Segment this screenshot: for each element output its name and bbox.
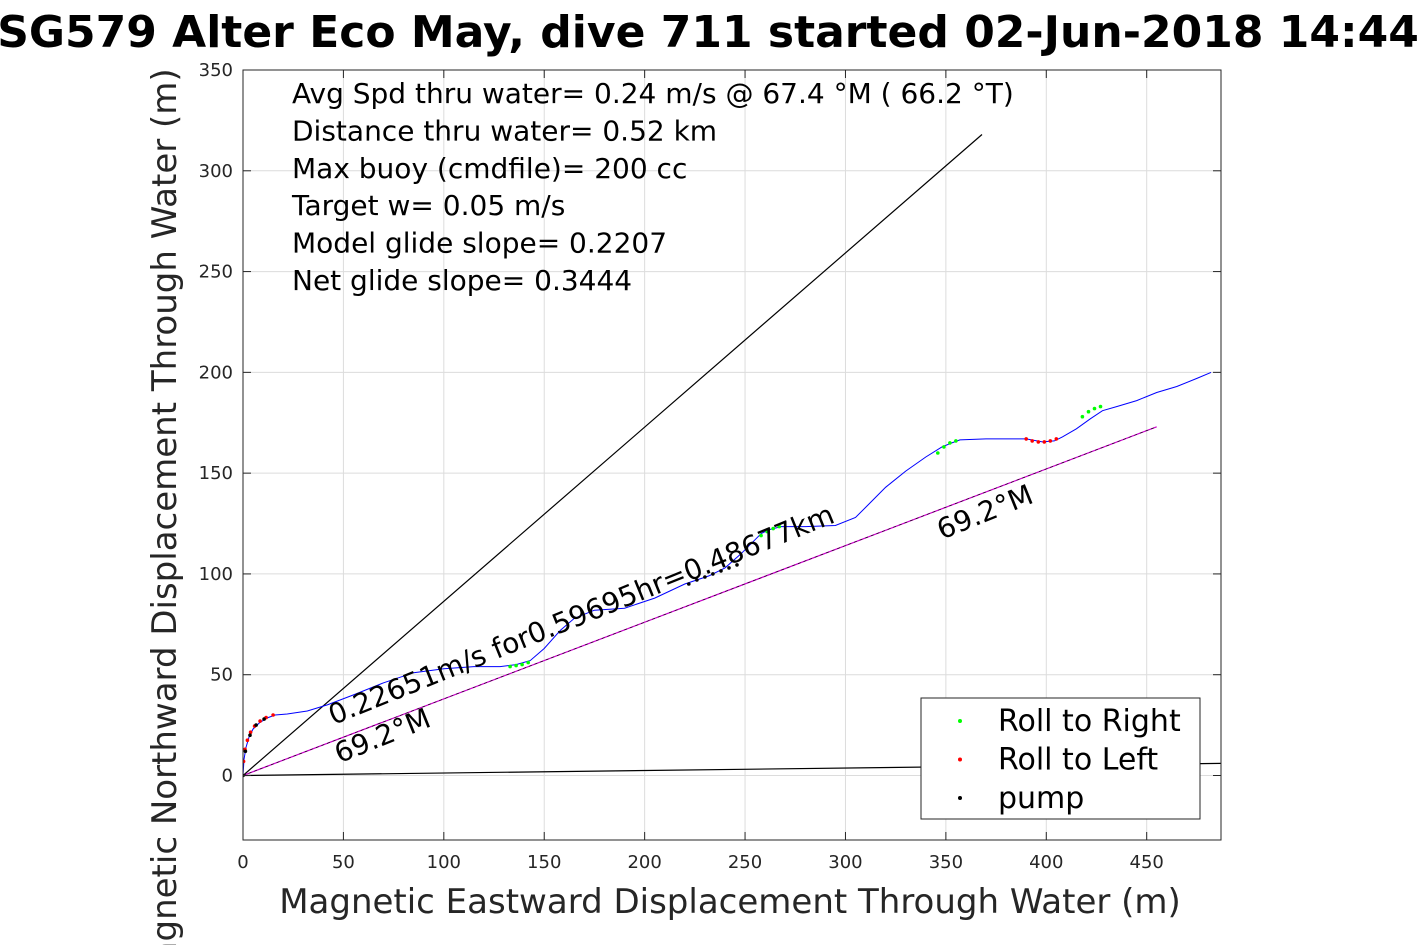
roll-left-point (258, 719, 262, 723)
roll-right-point (954, 439, 958, 443)
roll-right-point (765, 529, 769, 534)
legend-label: Roll to Left (998, 743, 1158, 778)
roll-right-point (526, 660, 530, 665)
roll-right-point (1092, 406, 1097, 411)
chart-title: SG579 Alter Eco May, dive 711 started 02… (0, 7, 1417, 58)
x-tick-label: 200 (627, 852, 661, 873)
roll-right-point (936, 451, 940, 455)
legend-marker (958, 757, 962, 762)
roll-left-point (1054, 437, 1059, 441)
x-tick-label: 400 (1029, 852, 1063, 873)
y-axis-label: Magnetic Northward Displacement Through … (145, 68, 185, 945)
roll-right-point (514, 663, 518, 668)
roll-left-point (1036, 440, 1041, 444)
legend-marker (958, 796, 962, 800)
legend-label: pump (998, 781, 1084, 816)
pump-point (719, 569, 723, 573)
roll-left-point (243, 759, 246, 764)
info-line: Avg Spd thru water= 0.24 m/s @ 67.4 °M (… (292, 77, 1014, 110)
roll-left-point (1024, 437, 1028, 441)
roll-right-point (1086, 409, 1091, 414)
info-line: Net glide slope= 0.3444 (292, 264, 632, 297)
roll-right-point (1080, 414, 1085, 419)
y-tick-label: 200 (199, 362, 233, 383)
info-line: Model glide slope= 0.2207 (292, 227, 667, 260)
track-series (243, 371, 1212, 776)
x-tick-label: 0 (237, 852, 248, 873)
pump-point (711, 572, 715, 576)
roll-left-point (1042, 440, 1047, 444)
marker-series (243, 404, 1103, 778)
x-tick-label: 250 (728, 852, 762, 873)
y-tick-label: 250 (199, 262, 233, 283)
pump-point (727, 566, 731, 570)
reference-line (243, 134, 983, 776)
roll-right-point (759, 533, 763, 538)
pump-point (262, 717, 266, 721)
y-tick-label: 300 (199, 161, 233, 182)
info-line: Distance thru water= 0.52 km (292, 114, 717, 147)
pump-point (248, 733, 252, 737)
plot-area: 0 50 100 150 200 250 300 350 400 450 0 50 100 150 200 2… (199, 60, 1222, 873)
y-tick-label: 350 (199, 60, 233, 81)
pump-point (687, 582, 691, 586)
roll-right-point (508, 664, 512, 669)
roll-right-point (1098, 404, 1103, 409)
y-tick-label: 50 (210, 665, 233, 686)
pump-point (243, 749, 248, 754)
heading-lines (243, 426, 1157, 777)
legend-label: Roll to Right (998, 704, 1181, 739)
roll-left-point (271, 713, 275, 717)
roll-right-point (942, 445, 946, 449)
glider-track-line (243, 371, 1212, 776)
info-line: Target w= 0.05 m/s (291, 189, 565, 222)
x-tick-label: 350 (929, 852, 963, 873)
legend-marker (958, 719, 962, 723)
x-tick-label: 150 (527, 852, 561, 873)
roll-right-point (948, 441, 952, 445)
roll-right-point (777, 524, 781, 529)
y-tick-label: 100 (199, 564, 233, 585)
axis-ticks: 0 50 100 150 200 250 300 350 400 450 0 50 100 150 200 2… (199, 60, 1221, 873)
axes-box (242, 69, 1222, 841)
roll-right-point (771, 526, 775, 531)
info-text-block: Avg Spd thru water= 0.24 m/s @ 67.4 °M (… (291, 77, 1014, 297)
x-tick-label: 100 (427, 852, 461, 873)
pump-point (695, 578, 699, 582)
x-tick-label: 50 (332, 852, 355, 873)
roll-left-point (1030, 439, 1034, 443)
info-line: Max buoy (cmdfile)= 200 cc (292, 152, 687, 185)
pump-point (703, 575, 707, 579)
y-tick-label: 150 (199, 463, 233, 484)
x-tick-label: 300 (828, 852, 862, 873)
roll-left-point (245, 738, 250, 742)
heading-line-black (243, 426, 1157, 776)
pump-point (254, 723, 258, 727)
roll-left-point (248, 730, 253, 734)
roll-right-point (520, 662, 524, 667)
y-tick-label: 0 (222, 765, 233, 786)
x-tick-label: 450 (1130, 852, 1164, 873)
pump-point (735, 563, 739, 567)
roll-left-point (1048, 439, 1053, 443)
legend-box (920, 697, 1201, 820)
x-axis-label: Magnetic Eastward Displacement Through W… (279, 882, 1181, 922)
